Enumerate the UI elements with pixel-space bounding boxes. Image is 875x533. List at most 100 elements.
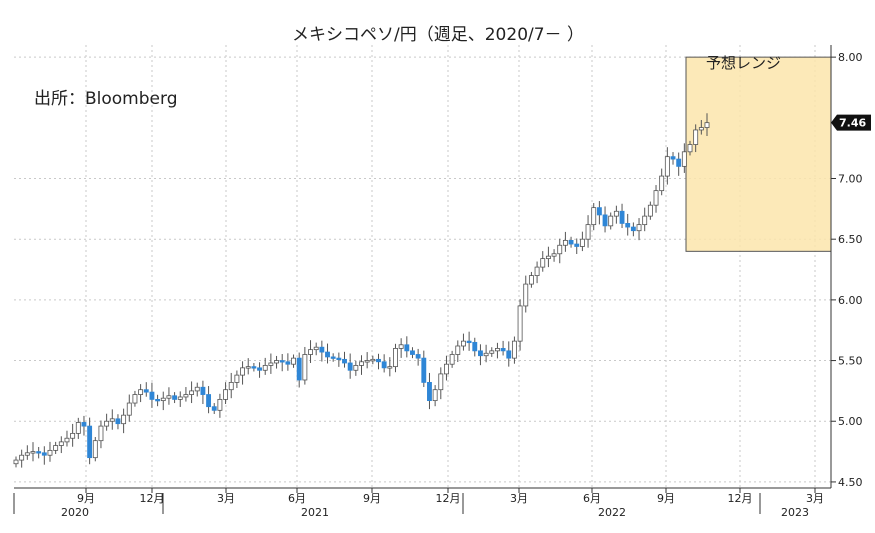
candle — [642, 207, 648, 232]
candle — [330, 353, 336, 362]
candle — [364, 352, 370, 369]
candle — [30, 442, 36, 462]
chart-title: メキシコペソ/円（週足、2020/7－ ） — [292, 25, 584, 45]
candle-body — [557, 244, 563, 255]
candle-body — [336, 357, 342, 361]
candle-body — [87, 425, 93, 459]
candle-body — [81, 422, 87, 427]
candle — [359, 355, 364, 375]
candle — [557, 238, 563, 264]
candle — [421, 350, 427, 388]
candle — [596, 201, 602, 225]
candle — [455, 340, 461, 363]
candle — [262, 357, 268, 375]
candle — [149, 382, 155, 408]
candle — [619, 203, 625, 229]
candle-body — [36, 451, 42, 454]
candle-body — [319, 346, 325, 353]
candle — [296, 352, 302, 388]
candle-body — [92, 440, 98, 459]
candle — [217, 393, 223, 418]
candle — [393, 343, 398, 373]
candle-body — [98, 425, 104, 442]
x-tick-label: 6月 — [288, 492, 306, 505]
candle-body — [478, 350, 483, 357]
candle-body — [630, 226, 636, 232]
candle — [143, 382, 149, 397]
candle — [115, 414, 121, 430]
candle — [13, 456, 19, 468]
candle-body — [636, 224, 642, 232]
candle — [704, 113, 710, 137]
candle — [659, 168, 665, 196]
candle-body — [143, 389, 149, 393]
candle — [200, 380, 206, 405]
candle — [81, 415, 87, 436]
candle-body — [296, 357, 302, 381]
candle — [540, 251, 546, 272]
candle-body — [325, 351, 330, 358]
candle — [194, 382, 200, 397]
candle — [630, 222, 636, 237]
y-ticks: 4.50 5.00 5.50 6.00 6.50 7.00 8.00 — [831, 51, 863, 489]
candle-body — [404, 344, 410, 352]
candle-body — [138, 389, 144, 395]
candle — [500, 340, 506, 356]
candle-body — [347, 362, 353, 371]
candle — [698, 120, 704, 135]
candle-body — [149, 391, 155, 400]
candle — [676, 152, 682, 176]
candle — [291, 354, 296, 368]
x-tick-label: 9月 — [77, 492, 95, 505]
candle-body — [109, 418, 115, 422]
y-tick-label: 8.00 — [838, 51, 863, 64]
candle — [109, 409, 115, 430]
candle-body — [602, 214, 608, 227]
candle — [47, 441, 53, 462]
candle-body — [427, 382, 432, 402]
y-tick-label: 5.00 — [838, 415, 863, 428]
candle-body — [115, 418, 121, 425]
candle-body — [523, 283, 529, 307]
candle-body — [160, 397, 166, 402]
candle — [336, 352, 342, 367]
candle — [189, 381, 195, 404]
candle-body — [483, 352, 489, 357]
candle-body — [257, 367, 262, 371]
candle — [489, 347, 495, 357]
candle-body — [466, 340, 472, 344]
candle-body — [189, 390, 195, 395]
candle-body — [194, 386, 200, 392]
candle — [206, 386, 212, 414]
candle-body — [506, 350, 512, 359]
candle-body — [551, 253, 557, 257]
candle — [183, 387, 189, 402]
candle-body — [342, 358, 347, 364]
candle-body — [58, 441, 64, 446]
candle-body — [511, 340, 517, 359]
candle — [670, 152, 676, 165]
candle — [36, 446, 42, 459]
candle — [347, 353, 353, 379]
candle — [166, 387, 172, 405]
candles — [13, 113, 710, 468]
x-tick-label: 9月 — [363, 492, 381, 505]
candle — [681, 143, 687, 173]
candle-body — [472, 341, 478, 352]
candle — [370, 355, 376, 365]
candle-body — [75, 422, 81, 434]
candle — [268, 353, 274, 374]
candle — [228, 372, 234, 399]
year-label: 2021 — [301, 506, 329, 519]
candle — [404, 336, 410, 358]
candle — [257, 362, 262, 378]
candle-body — [359, 361, 364, 366]
candle — [92, 437, 98, 462]
candle — [274, 355, 279, 369]
candle — [53, 441, 59, 455]
x-ticks: 9月 12月 3月 6月 9月 12月 3月 6月 9月 12月 3月 2020 2021 2022 202… — [13, 488, 824, 519]
candle-body — [353, 365, 359, 371]
candle-body — [687, 144, 693, 153]
candle-body — [410, 350, 415, 355]
candle — [562, 231, 568, 252]
